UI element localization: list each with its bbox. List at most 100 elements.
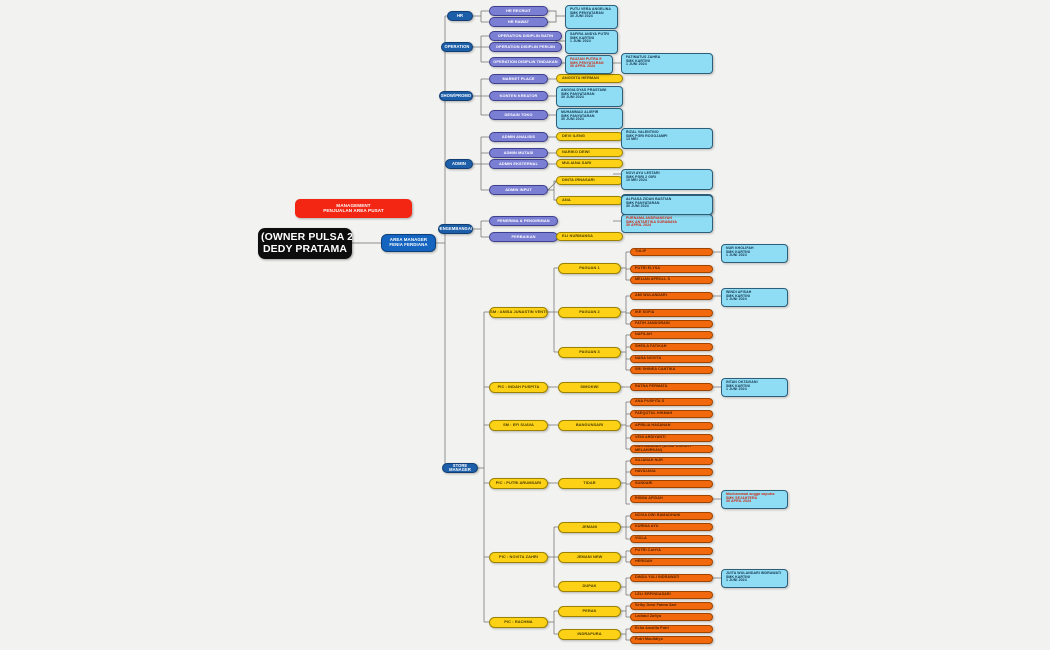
staff-row[interactable]: Lailatul Zafiya (630, 613, 713, 621)
role-admin-analisis[interactable]: ADMIN ANALISIS (489, 132, 548, 142)
role-admin-input[interactable]: ADMIN INPUT (489, 185, 548, 195)
intern-card-juita[interactable]: JUITA WULANDARI INDRAWATI SMK KARTINI 1 … (721, 569, 788, 588)
intern-school: SMK PENYATARAN (570, 10, 604, 15)
division-operation[interactable]: OPERATION (441, 42, 473, 52)
staff-row[interactable]: SUJANAH NUR (630, 457, 713, 465)
staff-nariko-dewi[interactable]: NARIKO DEWI (556, 148, 623, 157)
intern-card-nur-kholifah[interactable]: NUR KHOLIFAH SMK KARTINI 1 JUNI 2024 (721, 244, 788, 263)
intern-card-windi[interactable]: WINDI AFISAH SMK KARTINI 1 JUNI 2024 (721, 288, 788, 307)
staff-row[interactable]: APRILIA HASANAH (630, 422, 713, 430)
store-manager-pic-indah[interactable]: PIC : INDAH PUSPITA (489, 382, 548, 393)
intern-card-putu[interactable]: PUTU VERA ANGELINA SMK PENYATARAN 30 JUN… (565, 5, 618, 29)
staff-row[interactable]: PUTRI ELYSA (630, 265, 713, 273)
branch-indrapura[interactable]: INDRAPURA (558, 629, 621, 640)
division-hr[interactable]: HR (447, 11, 473, 21)
staff-row[interactable]: FATIH JANDORAIN (630, 320, 713, 328)
branch-paguan-2[interactable]: PAGUAN 2 (558, 307, 621, 318)
intern-school: SMK KARTINI (726, 383, 751, 388)
division-admin[interactable]: ADMIN (445, 159, 473, 169)
store-manager-pic-putri[interactable]: PIC : PUTRI ARUMSARI (489, 478, 548, 489)
intern-date: 1 JUNI 2024 (626, 62, 647, 67)
staff-row[interactable]: NUR AMANAH (DIHAPUS/CUTI MELAHIRKAN) (630, 445, 713, 453)
intern-card-fatimatus[interactable]: FATIMATUS ZAHRA SMK KARTINI 1 JUNI 2024 (621, 53, 713, 74)
staff-row[interactable]: HAVILIANA (630, 468, 713, 476)
intern-card-rizal[interactable]: RIZAL VALENTINO SMK PGRI ROGOJAMPI 13 ME… (621, 128, 713, 149)
intern-date: 10 MEI 2024 (626, 178, 647, 183)
staff-row[interactable]: NAFILAH (630, 331, 713, 339)
intern-date: 1 JUNI 2024 (570, 39, 591, 44)
role-hr-rawat[interactable]: HR RAWAT (489, 17, 548, 27)
role-penerima-pengiriman[interactable]: PENERIMA & PENGIRIMAN (489, 216, 558, 226)
staff-row[interactable]: Selby Dewi Fatma Sari (630, 602, 713, 610)
branch-paguan-1[interactable]: PAGUAN 1 (558, 263, 621, 274)
staff-muliana-sari[interactable]: MULIANA SARI (556, 159, 623, 168)
area-manager-node[interactable]: AREA MANAGER FENIA FERDIANA (381, 234, 436, 252)
role-hr-recruit[interactable]: HR RECRUIT (489, 6, 548, 16)
staff-row[interactable]: ANA PUSPITA S (630, 398, 713, 406)
division-showpromo[interactable]: SHOW/PROMO (439, 91, 473, 101)
staff-row[interactable]: LELI ERFINDASARI (630, 591, 713, 599)
staff-row[interactable]: KURNIA AYU (630, 523, 713, 531)
staff-row[interactable]: IKE SOFIA (630, 309, 713, 317)
role-market-place[interactable]: MARKET PLACE (489, 74, 548, 84)
staff-row[interactable]: SRI SHINEA CANTIKA (630, 366, 713, 374)
store-manager-efi[interactable]: SM : EFI SUAVA (489, 420, 548, 431)
intern-card-intan[interactable]: INTAN OKTAVIANI SMK KARTINI 1 JUNI 2024 (721, 378, 788, 397)
role-operation-disiplin-batin[interactable]: OPERATION DISIPLIN BATIN (489, 31, 562, 41)
branch-dupak[interactable]: DUPAK (558, 581, 621, 592)
intern-card-purnama[interactable]: PURNAMA ANDRIANSYAH SMK ANTARTIKA SURABA… (621, 214, 713, 233)
role-admin-eksternal[interactable]: ADMIN EKSTERNAL (489, 159, 548, 169)
staff-row[interactable]: HERISAH (630, 558, 713, 566)
staff-dinta-irnasari[interactable]: DINTA IRNASARI (556, 176, 623, 185)
staff-row[interactable]: VENI ARDIYANTI (630, 434, 713, 442)
staff-row[interactable]: NANA NOVITA (630, 355, 713, 363)
role-operation-disiplin-tindakan[interactable]: OPERATION DISIPLIN TINDAKAN (489, 57, 562, 67)
staff-anggita-hermani[interactable]: ANGGITA HERMAN (556, 74, 623, 83)
store-manager-anisa[interactable]: SM : ANISA JUNASTIN VENTI (489, 307, 548, 318)
staff-devi-ileng[interactable]: DEVI ILENG (556, 132, 623, 141)
staff-row[interactable]: RISMA AFIDAH (630, 495, 713, 503)
store-manager-pic-rachma[interactable]: PIC : RACHMA (489, 617, 548, 628)
staff-row[interactable]: TULIP (630, 248, 713, 256)
staff-row[interactable]: DINDA YULI INDRAWATI (630, 574, 713, 582)
intern-date: 1 JUNI 2024 (726, 387, 747, 392)
branch-jemani[interactable]: JEMANI (558, 522, 621, 533)
role-desain-toko[interactable]: DESAIN TOKO (489, 110, 548, 120)
staff-row[interactable]: RATNA PERMATA (630, 383, 713, 391)
role-perbaikan[interactable]: PERBAIKAN (489, 232, 558, 242)
staff-row[interactable]: SUNDARI (630, 480, 713, 488)
intern-school: SMK KARTINI (570, 35, 595, 40)
staff-row[interactable]: Putri Maulidiya (630, 636, 713, 644)
branch-paguan-3[interactable]: PAGUAN 3 (558, 347, 621, 358)
branch-tidar[interactable]: TIDAR (558, 478, 621, 489)
staff-row[interactable]: FAEQOTUL HIKMAH (630, 410, 713, 418)
branch-jemani-new[interactable]: JEMANI NEW (558, 552, 621, 563)
branch-perak[interactable]: PERAK (558, 606, 621, 617)
staff-row[interactable]: VIOLA (630, 535, 713, 543)
role-konten-kreator[interactable]: KONTEN KREATOR (489, 91, 548, 101)
intern-card-novi[interactable]: NOVI AYU LESTARI SMK PGRI 2 GIRI 10 MEI … (621, 169, 713, 190)
division-pengembangan[interactable]: PENGEMBANGAN (438, 224, 473, 234)
intern-card-safira[interactable]: SAFIRA ANDYA PUTRI SMK KARTINI 1 JUNI 20… (565, 30, 618, 54)
staff-eli-nurmansa[interactable]: ELI NURMANSA (556, 232, 623, 241)
store-manager-pic-novita[interactable]: PIC : NOVITA ZAHRI (489, 552, 548, 563)
intern-card-anggia[interactable]: ANGGIA DYAS PRASTAWI SMK PANYATARAN 30 J… (556, 86, 623, 107)
intern-card-alfiasa-bastian[interactable]: ALFIASA ZIDAN BASTIAN SMK PANYATARAN 30 … (621, 195, 713, 215)
root-owner-node[interactable]: (OWNER PULSA 21) DEDY PRATAMA (258, 228, 352, 259)
role-operation-disiplin-perijin[interactable]: OPERATION DISIPLIN PERIJIN (489, 42, 562, 52)
intern-card-fauzan[interactable]: FAUZAN PUTRA E SMK PENYATARAN 30 APRIL 2… (565, 55, 613, 74)
staff-ana[interactable]: ANA (556, 196, 623, 205)
intern-card-mochammad[interactable]: Mochammad angga saputra SMK SEJAHTERA 30… (721, 490, 788, 509)
staff-row[interactable]: SHEILA FATIKAH (630, 343, 713, 351)
branch-simokwi[interactable]: SIMOKWI (558, 382, 621, 393)
staff-row[interactable]: Echa Amallia Putri (630, 625, 713, 633)
staff-row[interactable]: NOVIA DWI RAMADHANI (630, 512, 713, 520)
branch-bangunsari[interactable]: BANGUNSARI (558, 420, 621, 431)
staff-row[interactable]: AMI WULANDARI (630, 292, 713, 300)
staff-row[interactable]: PUTRI CAHYA (630, 547, 713, 555)
staff-row[interactable]: MELIAN APROLL S (630, 276, 713, 284)
intern-school: SMK KARTINI (726, 293, 751, 298)
division-store-manager[interactable]: STORE MANAGER (442, 463, 478, 473)
intern-card-muhammad-alief[interactable]: MUHAMMAD ALIEFIR SMK PANYATARAN 30 JUNI … (556, 108, 623, 129)
role-admin-mutasi[interactable]: ADMIN MUTASI (489, 148, 548, 158)
